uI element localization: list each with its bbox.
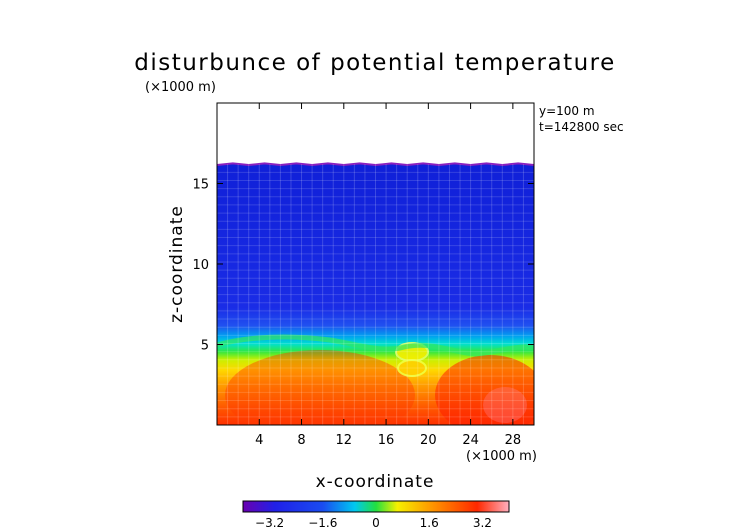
x-unit-label: (×1000 m) <box>466 449 537 464</box>
y-axis-label: z-coordinate <box>167 205 187 323</box>
field-body <box>217 163 534 425</box>
x-tick-label: 28 <box>505 433 522 448</box>
annotation-t: t=142800 sec <box>539 120 624 134</box>
warm-core <box>483 387 527 423</box>
colorbar-ticks: −3.2 −1.6 0 1.6 3.2 <box>255 516 492 530</box>
x-tick-label: 24 <box>462 433 479 448</box>
colorbar-tick-label: 3.2 <box>473 516 492 530</box>
heatmap-field <box>217 162 534 425</box>
grid-lines <box>217 164 534 425</box>
warm-pocket-right <box>435 355 534 425</box>
x-tick-label: 16 <box>378 433 395 448</box>
x-axis-label: x-coordinate <box>316 472 435 492</box>
colorbar-tick-label: −1.6 <box>308 516 337 530</box>
chart-title: disturbunce of potential temperature <box>134 50 616 76</box>
x-tick-label: 20 <box>420 433 437 448</box>
y-tick-label: 15 <box>192 178 209 193</box>
colorbar <box>242 500 510 513</box>
colorbar-tick-label: 0 <box>372 516 380 530</box>
x-axis: 4 8 12 16 20 24 28 <box>255 103 521 448</box>
colorbar-tick-label: 1.6 <box>420 516 439 530</box>
x-tick-label: 8 <box>297 433 305 448</box>
annotation-y: y=100 m <box>539 104 595 118</box>
interface-band <box>217 334 534 357</box>
colorbar-tick-label: −3.2 <box>255 516 284 530</box>
y-tick-label: 10 <box>192 258 209 273</box>
bubble-lower <box>397 359 427 377</box>
warm-pocket-left <box>225 350 415 425</box>
x-tick-label: 12 <box>336 433 353 448</box>
unit-label: (×1000 m) <box>145 80 216 95</box>
x-tick-label: 4 <box>255 433 263 448</box>
y-axis: 5 10 15 <box>192 178 534 354</box>
field-top-edge <box>217 162 534 167</box>
y-tick-label: 5 <box>201 339 209 354</box>
